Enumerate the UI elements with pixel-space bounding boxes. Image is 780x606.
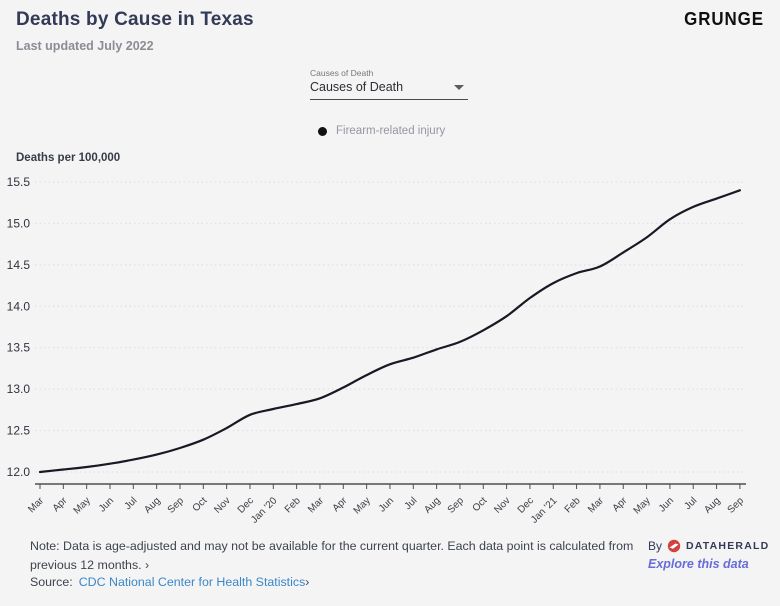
byline: By DATAHERALD (648, 539, 769, 553)
chevron-down-icon (454, 84, 464, 90)
dataherald-logo-icon (667, 539, 681, 553)
y-axis-title: Deaths per 100,000 (16, 152, 121, 164)
legend-label: Firearm-related injury (336, 125, 446, 137)
svg-text:Jun: Jun (97, 495, 116, 514)
svg-text:13.5: 13.5 (7, 341, 31, 355)
last-updated-label: Last updated July 2022 (16, 39, 154, 53)
svg-text:Apr: Apr (611, 495, 630, 514)
svg-text:Oct: Oct (191, 495, 210, 514)
svg-text:Mar: Mar (306, 495, 326, 515)
svg-text:Jul: Jul (683, 495, 700, 512)
svg-text:15.0: 15.0 (7, 216, 31, 230)
svg-text:Feb: Feb (283, 495, 303, 515)
svg-text:Mar: Mar (26, 495, 46, 515)
legend-item-firearm[interactable]: Firearm-related injury (318, 125, 445, 137)
svg-text:13.0: 13.0 (7, 382, 31, 396)
svg-text:15.5: 15.5 (7, 175, 31, 189)
page-title: Deaths by Cause in Texas (16, 9, 254, 30)
svg-text:Apr: Apr (51, 495, 70, 514)
svg-text:Jan '20: Jan '20 (249, 495, 280, 526)
svg-text:Nov: Nov (212, 495, 232, 515)
svg-text:Aug: Aug (142, 495, 162, 515)
causes-of-death-dropdown[interactable]: Causes of Death Causes of Death (310, 68, 468, 100)
grunge-logo: GRUNGE (684, 9, 764, 29)
svg-text:May: May (72, 495, 93, 516)
svg-text:14.0: 14.0 (7, 299, 31, 313)
source-row: Source: CDC National Center for Health St… (30, 575, 309, 589)
svg-text:Mar: Mar (586, 495, 606, 515)
svg-text:Sep: Sep (726, 495, 747, 516)
dropdown-selected-value: Causes of Death (310, 80, 404, 94)
svg-text:Feb: Feb (563, 495, 583, 515)
source-chevron-icon: › (305, 575, 310, 589)
svg-text:Jul: Jul (403, 495, 420, 512)
footnote: Note: Data is age-adjusted and may not b… (30, 537, 662, 575)
dataherald-brand: DATAHERALD (686, 540, 770, 552)
svg-text:Sep: Sep (446, 495, 467, 516)
svg-text:12.5: 12.5 (7, 424, 31, 438)
svg-text:Jan '21: Jan '21 (529, 495, 560, 526)
svg-text:Jul: Jul (123, 495, 140, 512)
footnote-text: Note: Data is age-adjusted and may not b… (30, 539, 634, 573)
source-link[interactable]: CDC National Center for Health Statistic… (78, 575, 306, 589)
dropdown-label: Causes of Death (310, 68, 374, 78)
source-label: Source: (30, 575, 73, 589)
svg-text:Jun: Jun (377, 495, 396, 514)
svg-text:Nov: Nov (492, 495, 512, 515)
legend-dot-icon (318, 126, 327, 136)
svg-text:Apr: Apr (331, 495, 350, 514)
svg-text:May: May (632, 495, 653, 516)
svg-text:14.5: 14.5 (7, 258, 31, 272)
svg-text:May: May (352, 495, 373, 516)
svg-text:Sep: Sep (166, 495, 187, 516)
svg-text:Aug: Aug (702, 495, 722, 515)
explore-data-link[interactable]: Explore this data (648, 557, 749, 571)
svg-text:Oct: Oct (471, 495, 490, 514)
note-expand-link[interactable]: › (145, 558, 150, 573)
dropdown-value-row[interactable]: Causes of Death (310, 80, 468, 100)
svg-text:Jun: Jun (657, 495, 676, 514)
svg-text:Aug: Aug (422, 495, 442, 515)
svg-text:12.0: 12.0 (7, 465, 31, 479)
by-label: By (648, 539, 663, 553)
